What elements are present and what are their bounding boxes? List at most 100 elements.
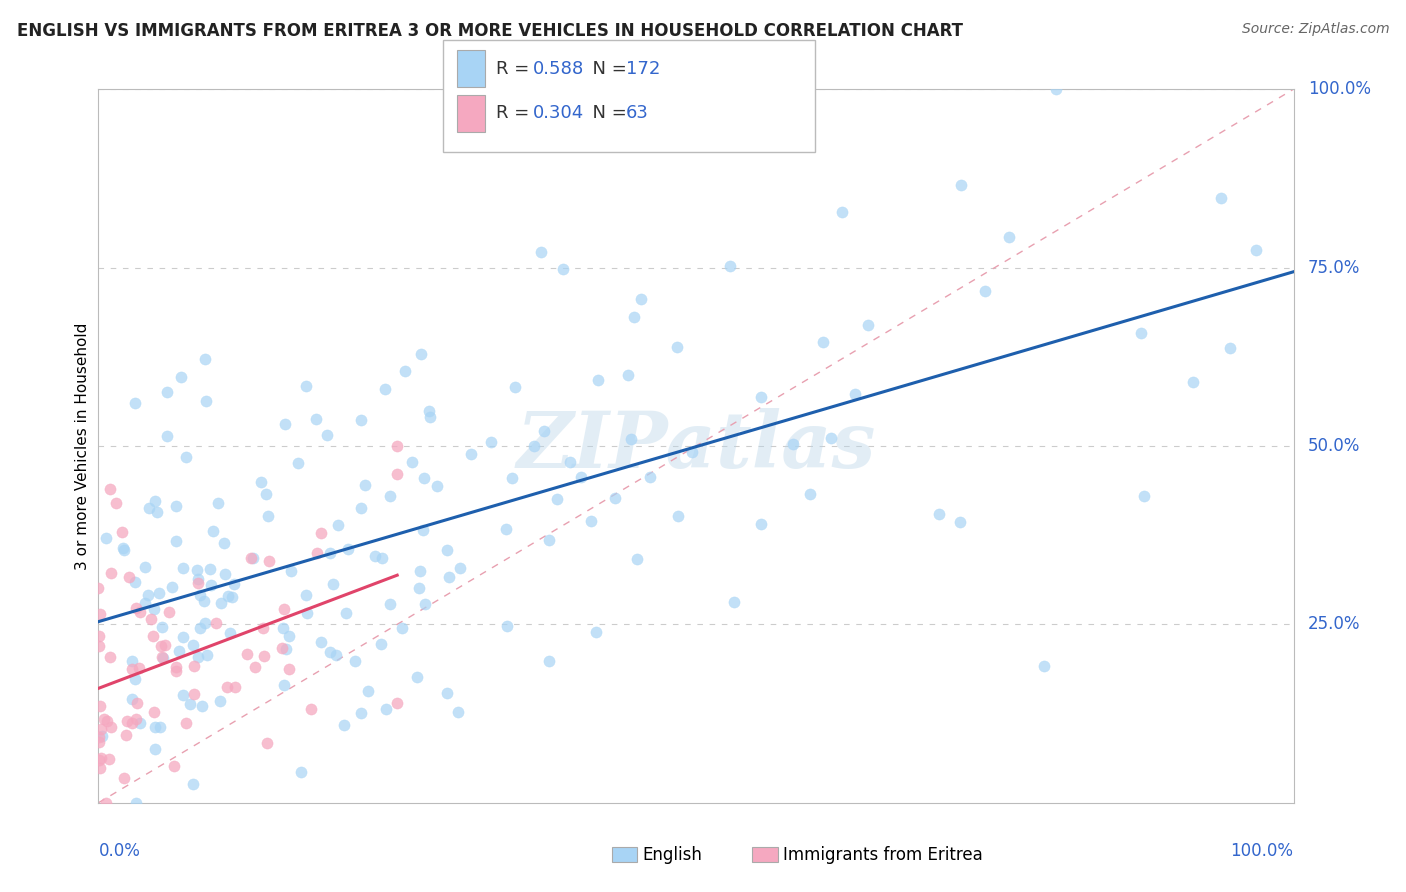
Point: [129, 605, 152, 619]
Point: [242, 551, 264, 566]
Point: [626, 551, 648, 566]
Point: [295, 607, 318, 621]
Text: 172: 172: [626, 60, 659, 78]
Point: [195, 648, 218, 662]
Point: [277, 629, 299, 643]
Point: [276, 641, 298, 656]
Point: [115, 714, 138, 728]
Point: [167, 643, 190, 657]
Point: [195, 394, 218, 409]
Point: [89, 735, 111, 749]
Point: [782, 437, 804, 451]
Point: [304, 411, 326, 425]
Point: [115, 728, 138, 742]
Point: [121, 716, 143, 731]
Point: [799, 487, 821, 501]
Point: [156, 429, 179, 443]
Point: [426, 479, 449, 493]
Point: [87, 639, 110, 653]
Point: [112, 543, 135, 558]
Point: [501, 471, 523, 485]
Point: [350, 706, 373, 720]
Point: [319, 546, 342, 560]
Point: [193, 594, 215, 608]
Point: [142, 629, 165, 643]
Point: [94, 531, 117, 545]
Point: [681, 445, 703, 459]
Point: [186, 563, 208, 577]
Point: [100, 720, 122, 734]
Point: [553, 261, 575, 276]
Point: [350, 501, 373, 516]
Point: [89, 699, 111, 714]
Point: [413, 597, 436, 611]
Point: [831, 205, 853, 219]
Point: [271, 621, 294, 635]
Point: [179, 698, 201, 712]
Point: [820, 431, 842, 445]
Point: [143, 706, 166, 720]
Point: [447, 705, 470, 719]
Point: [949, 515, 972, 529]
Point: [569, 470, 592, 484]
Point: [166, 664, 188, 678]
Point: [290, 765, 312, 780]
Point: [309, 525, 332, 540]
Point: [316, 428, 339, 442]
Point: [370, 637, 392, 651]
Point: [188, 587, 211, 601]
Text: Source: ZipAtlas.com: Source: ZipAtlas.com: [1241, 22, 1389, 37]
Point: [194, 615, 217, 630]
Point: [623, 310, 645, 324]
Point: [205, 615, 228, 630]
Point: [273, 602, 295, 616]
Point: [668, 508, 690, 523]
Point: [89, 607, 111, 621]
Text: 100.0%: 100.0%: [1308, 80, 1371, 98]
Text: Immigrants from Eritrea: Immigrants from Eritrea: [783, 846, 983, 863]
Point: [1181, 375, 1204, 389]
Point: [588, 373, 610, 387]
Point: [224, 681, 246, 695]
Point: [495, 619, 517, 633]
Point: [125, 601, 148, 615]
Point: [252, 621, 274, 635]
Point: [111, 524, 134, 539]
Point: [411, 347, 433, 361]
Point: [136, 588, 159, 602]
Point: [124, 672, 146, 686]
Point: [124, 396, 146, 410]
Point: [998, 230, 1021, 244]
Point: [1045, 82, 1067, 96]
Text: 50.0%: 50.0%: [1308, 437, 1360, 455]
Point: [537, 654, 560, 668]
Point: [96, 714, 118, 729]
Point: [450, 560, 472, 574]
Point: [307, 546, 329, 560]
Point: [90, 730, 112, 744]
Point: [105, 496, 128, 510]
Point: [183, 777, 205, 791]
Point: [215, 680, 238, 694]
Point: [112, 772, 135, 786]
Point: [111, 541, 134, 555]
Point: [271, 640, 294, 655]
Point: [176, 450, 198, 464]
Point: [183, 638, 205, 652]
Point: [326, 518, 349, 533]
Point: [617, 368, 640, 382]
Point: [118, 569, 141, 583]
Point: [209, 694, 232, 708]
Point: [259, 553, 281, 567]
Point: [90, 751, 112, 765]
Point: [236, 647, 259, 661]
Point: [250, 475, 273, 489]
Point: [217, 589, 239, 603]
Text: 0.0%: 0.0%: [98, 842, 141, 860]
Point: [143, 741, 166, 756]
Point: [460, 447, 482, 461]
Point: [170, 369, 193, 384]
Point: [723, 595, 745, 609]
Point: [295, 588, 318, 602]
Point: [221, 591, 243, 605]
